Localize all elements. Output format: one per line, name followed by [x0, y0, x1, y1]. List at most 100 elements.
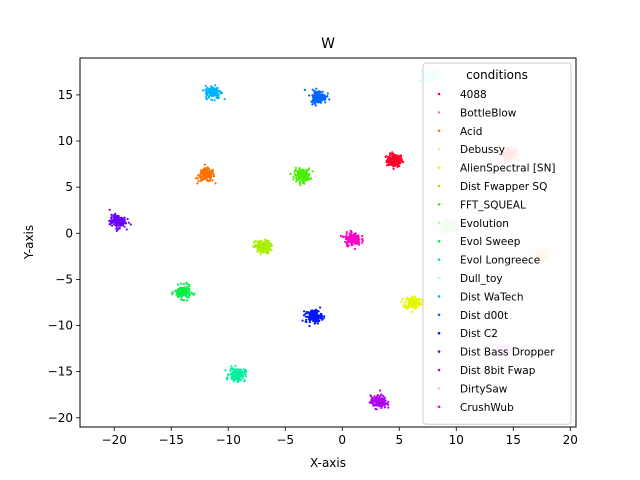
data-point — [354, 236, 357, 239]
data-point — [270, 244, 273, 247]
data-point — [297, 178, 300, 181]
data-point — [237, 370, 240, 373]
y-tick-label: −10 — [48, 319, 73, 333]
data-point — [212, 173, 215, 176]
data-point — [259, 253, 262, 256]
data-point — [413, 299, 416, 302]
data-point — [308, 321, 311, 324]
data-point — [372, 401, 375, 404]
data-point — [354, 234, 358, 237]
data-point — [418, 79, 421, 82]
data-point — [292, 175, 295, 178]
data-point — [206, 169, 209, 173]
data-point — [301, 319, 304, 322]
data-point — [206, 175, 210, 179]
data-point — [350, 243, 353, 246]
data-point — [373, 395, 376, 398]
y-tick-label: −20 — [48, 411, 73, 425]
data-point — [387, 163, 390, 166]
data-point — [179, 282, 183, 285]
data-point — [256, 250, 259, 253]
data-point — [260, 242, 263, 245]
data-point — [403, 303, 406, 306]
data-point — [294, 169, 297, 172]
data-point — [215, 88, 219, 91]
data-point — [384, 155, 387, 158]
legend-marker — [437, 203, 441, 206]
data-point — [383, 403, 386, 406]
data-point — [351, 235, 354, 238]
data-point — [357, 243, 360, 246]
data-point — [302, 180, 305, 183]
data-point — [349, 237, 352, 240]
data-point — [299, 182, 302, 185]
data-point — [386, 402, 389, 405]
data-point — [414, 295, 417, 298]
data-point — [209, 177, 212, 180]
data-point — [209, 179, 212, 182]
data-point — [299, 172, 302, 175]
data-point — [108, 208, 111, 211]
data-point — [187, 289, 190, 292]
data-point — [298, 174, 301, 177]
data-point — [401, 297, 404, 301]
data-point — [123, 225, 126, 228]
data-point — [414, 301, 417, 304]
data-point — [379, 389, 382, 392]
data-point — [406, 307, 409, 310]
data-point — [302, 314, 305, 317]
data-point — [261, 251, 264, 254]
data-point — [119, 224, 122, 227]
series-2 — [194, 163, 217, 185]
legend-label: Evol Sweep — [460, 236, 521, 248]
data-point — [200, 179, 203, 183]
data-point — [113, 213, 117, 216]
x-tick-label: 10 — [449, 433, 464, 447]
legend-marker — [437, 313, 441, 317]
data-point — [311, 94, 314, 97]
data-point — [310, 309, 313, 313]
data-point — [182, 282, 185, 286]
data-point — [267, 241, 270, 244]
data-point — [208, 169, 211, 172]
data-point — [303, 173, 306, 176]
chart-title: W — [321, 36, 335, 52]
data-point — [209, 171, 212, 174]
data-point — [214, 84, 217, 87]
data-point — [319, 306, 322, 309]
data-point — [320, 99, 323, 102]
legend-marker — [437, 276, 441, 280]
data-point — [212, 175, 216, 178]
data-point — [316, 322, 319, 325]
data-point — [129, 223, 132, 226]
data-point — [217, 96, 220, 99]
data-point — [316, 309, 319, 312]
y-tick-label: 15 — [58, 88, 73, 102]
data-point — [259, 250, 262, 253]
data-point — [316, 98, 319, 101]
data-point — [110, 218, 113, 221]
data-point — [377, 404, 381, 407]
data-point — [117, 227, 120, 230]
legend-label: Evolution — [460, 218, 509, 230]
data-point — [299, 184, 302, 187]
legend-label: Evol Longreece — [460, 255, 540, 267]
data-point — [267, 252, 270, 255]
legend-label: Dull_toy — [460, 273, 503, 285]
data-point — [210, 98, 213, 101]
data-point — [265, 249, 268, 252]
data-point — [345, 233, 348, 236]
data-point — [206, 171, 209, 175]
data-point — [380, 393, 383, 396]
data-point — [399, 154, 402, 157]
data-point — [115, 227, 118, 230]
data-point — [232, 378, 236, 382]
series-4 — [400, 295, 424, 313]
data-point — [321, 94, 325, 97]
series-6 — [289, 166, 314, 187]
data-point — [216, 86, 219, 90]
series-11 — [201, 84, 226, 102]
data-point — [389, 163, 393, 166]
data-point — [356, 236, 359, 239]
data-point — [387, 155, 390, 158]
